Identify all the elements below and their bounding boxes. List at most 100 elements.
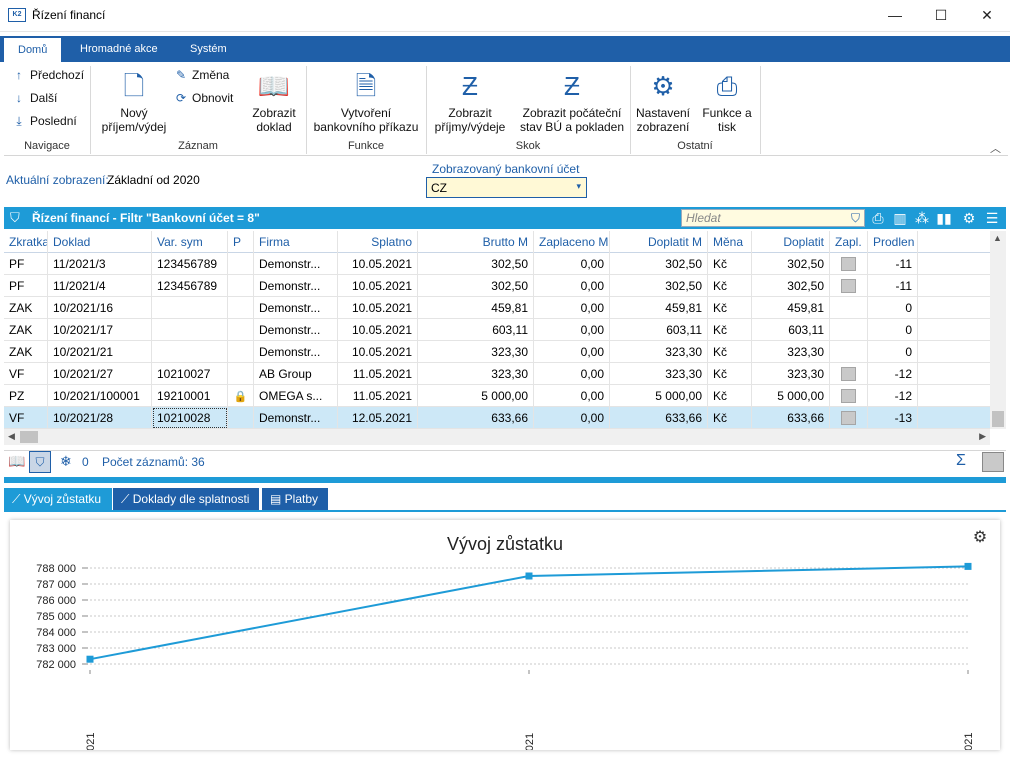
current-view-label: Aktuální zobrazení: — [6, 173, 109, 187]
column-header[interactable]: Prodlen — [868, 231, 918, 253]
arrow-down-icon: ↓ — [16, 91, 22, 105]
show-initial-state-button[interactable]: Ƶ Zobrazit počáteční stav BÚ a pokladen — [514, 70, 630, 134]
table-row[interactable]: ZAK 10/2021/17 Demonstr... 10.05.2021 603,11… — [4, 319, 990, 341]
change-button[interactable]: ✎ Změna — [174, 68, 229, 82]
table-cell: 603,11 — [752, 319, 830, 341]
table-cell: OMEGA s... — [254, 385, 338, 407]
search-input[interactable]: Hledat ⛉ — [681, 209, 865, 227]
grid-header-bar: ⛉ Řízení financí - Filtr "Bankovní účet … — [4, 207, 1006, 229]
chart-icon[interactable]: ▥ — [893, 210, 907, 226]
tab-payments[interactable]: ▤ Platby — [262, 488, 328, 510]
tab-documents-due[interactable]: ⟋ Doklady dle splatnosti — [113, 488, 259, 510]
table-cell: -12 — [868, 363, 918, 385]
bank-account-label: Zobrazovaný bankovní účet — [432, 162, 580, 176]
y-tick-label: 782 000 — [36, 659, 76, 671]
balance-chart: Vývoj zůstatku ⚙ 782 000 783 000 784 000 785 … — [36, 529, 987, 761]
filter-icon[interactable]: ⛉ — [850, 211, 860, 225]
table-row[interactable]: ZAK 10/2021/21 Demonstr... 10.05.2021 323,30… — [4, 341, 990, 363]
table-cell: 459,81 — [752, 297, 830, 319]
table-row[interactable]: PZ 10/2021/100001 19210001 🔒 OMEGA s... 11.05… — [4, 385, 990, 407]
show-income-expense-button[interactable]: Ƶ Zobrazit příjmy/výdeje — [428, 70, 512, 134]
group-icon[interactable]: ⁂ — [915, 210, 929, 226]
column-header[interactable]: Doklad — [48, 231, 152, 253]
column-header[interactable]: Var. sym — [152, 231, 228, 253]
table-cell: Kč — [708, 275, 752, 297]
table-cell: Demonstr... — [254, 319, 338, 341]
table-cell: 10.05.2021 — [338, 319, 418, 341]
create-bank-order-button[interactable]: 🗎 Vytvoření bankovního příkazu — [308, 70, 424, 134]
snowflake-icon[interactable]: ❄ — [60, 453, 72, 469]
gear-icon[interactable]: ⚙ — [962, 210, 976, 226]
show-document-button[interactable]: 📖 Zobrazit doklad — [244, 70, 304, 134]
column-header[interactable]: Doplatit M — [610, 231, 708, 253]
filter-icon[interactable]: ⛉ — [29, 451, 51, 473]
prev-label: Předchozí — [30, 68, 85, 82]
functions-print-button[interactable]: ⎙ Funkce a tisk — [696, 70, 758, 134]
gear-icon[interactable]: ⚙ — [973, 529, 987, 546]
column-header[interactable]: P — [228, 231, 254, 253]
filter-icon[interactable]: ⛉ — [10, 210, 20, 225]
table-cell — [228, 275, 254, 297]
splitter[interactable] — [4, 477, 1006, 483]
column-header[interactable]: Měna — [708, 231, 752, 253]
column-header[interactable]: Brutto M — [418, 231, 534, 253]
title-bar: K2 Řízení financí — ☐ ✕ — [0, 0, 1010, 32]
tab-bulk-actions[interactable]: Hromadné akce — [80, 43, 158, 55]
table-row[interactable]: PF 11/2021/4 123456789 Demonstr... 10.05.202… — [4, 275, 990, 297]
paid-checkbox[interactable] — [841, 388, 856, 403]
table-cell — [830, 407, 868, 429]
tab-system[interactable]: Systém — [190, 43, 227, 55]
table-cell: 5 000,00 — [610, 385, 708, 407]
minimize-button[interactable]: — — [888, 7, 902, 23]
table-cell — [152, 341, 228, 363]
column-header[interactable]: Firma — [254, 231, 338, 253]
new-label-2: příjem/výdej — [101, 120, 167, 134]
menu-icon[interactable]: ☰ — [985, 210, 999, 226]
paid-checkbox[interactable] — [841, 278, 856, 293]
table-row[interactable]: PF 11/2021/3 123456789 Demonstr... 10.05.202… — [4, 253, 990, 275]
table-row[interactable]: ZAK 10/2021/16 Demonstr... 10.05.2021 459,81… — [4, 297, 990, 319]
table-row[interactable]: VF 10/2021/27 10210027 AB Group 11.05.2021 32… — [4, 363, 990, 385]
column-header[interactable]: Zkratka — [4, 231, 48, 253]
x-tick-label: 10.05.2021 — [85, 732, 97, 750]
column-header[interactable]: Doplatit — [752, 231, 830, 253]
display-settings-button[interactable]: ⚙ Nastavení zobrazení — [632, 70, 694, 134]
column-header[interactable]: Splatno — [338, 231, 418, 253]
data-point — [964, 562, 972, 570]
vertical-scrollbar[interactable]: ▲ — [990, 231, 1006, 429]
column-header[interactable]: Zaplaceno M — [534, 231, 610, 253]
table-header: Zkratka Doklad Var. sym P Firma Splatno … — [4, 231, 990, 253]
table-cell: 0 — [868, 341, 918, 363]
table-cell — [830, 385, 868, 407]
tab-balance-development[interactable]: ⟋ Vývoj zůstatku — [4, 488, 112, 510]
next-button[interactable]: ↓ Další — [12, 91, 57, 105]
status-bar: 📖 ⛉ ❄ 0 Počet záznamů: 36 Σ — [4, 450, 1006, 473]
refresh-button[interactable]: ⟳ Obnovit — [174, 91, 233, 105]
column-header[interactable]: Zapl. — [830, 231, 868, 253]
print-icon[interactable]: ⎙ — [872, 210, 884, 226]
sum-icon[interactable]: Σ — [956, 452, 966, 469]
x-tick-label: 11.05.2021 — [524, 733, 536, 750]
close-button[interactable]: ✕ — [981, 7, 993, 23]
columns-icon[interactable]: ▮▮ — [936, 210, 952, 226]
paid-checkbox[interactable] — [841, 410, 856, 425]
table-row[interactable]: VF 10/2021/28 10210028 Demonstr... 12.05.202… — [4, 407, 990, 429]
horizontal-scrollbar[interactable]: ◀ ▶ — [4, 429, 990, 445]
collapse-ribbon-icon[interactable]: ︿ — [990, 143, 1001, 155]
table-cell: 5 000,00 — [418, 385, 534, 407]
paid-checkbox[interactable] — [841, 256, 856, 271]
paid-checkbox[interactable] — [841, 366, 856, 381]
maximize-button[interactable]: ☐ — [934, 7, 948, 23]
prev-button[interactable]: ↑ Předchozí — [12, 68, 84, 82]
record-count: Počet záznamů: 36 — [102, 455, 205, 469]
tab-label: Platby — [284, 492, 319, 506]
current-view-value[interactable]: Základní od 2020 — [107, 173, 200, 187]
pencil-icon: ✎ — [175, 68, 187, 82]
bank-account-select[interactable]: CZ ▾ — [426, 177, 587, 198]
tab-home[interactable]: Domů — [4, 36, 62, 62]
panel-toggle-icon[interactable] — [982, 452, 1004, 472]
new-income-expense-button[interactable]: 🗋 Nový příjem/výdej — [94, 70, 174, 134]
table-cell — [830, 341, 868, 363]
last-button[interactable]: ⤓ Poslední — [12, 114, 76, 129]
book-icon[interactable]: 📖 — [8, 453, 26, 469]
